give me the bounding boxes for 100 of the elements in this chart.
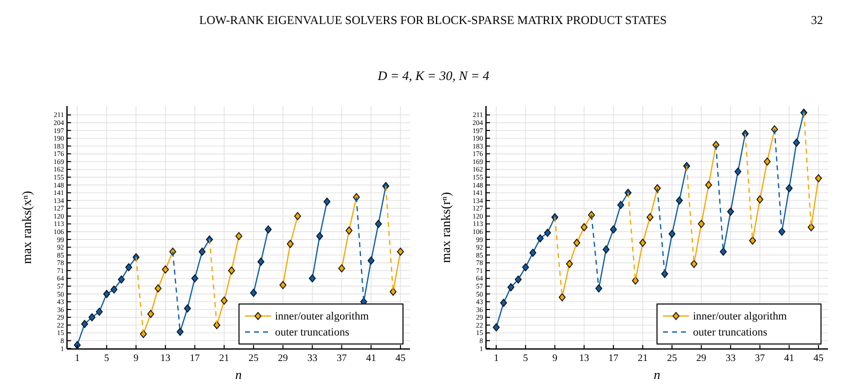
x-tick-label: 41 (784, 353, 794, 364)
point (500, 298, 508, 307)
point (162, 265, 169, 274)
point (250, 288, 258, 297)
point (374, 220, 382, 228)
x-tick-label: 1 (74, 353, 80, 364)
x-tick-label: 29 (278, 353, 288, 364)
x-tick-label: 13 (160, 353, 170, 364)
point (786, 184, 793, 192)
x-tick-label: 41 (366, 353, 376, 364)
point (198, 248, 206, 256)
point (668, 230, 676, 238)
point (316, 232, 324, 240)
point (514, 275, 522, 284)
point (118, 275, 125, 284)
point (676, 196, 683, 205)
point (580, 223, 588, 232)
point (808, 223, 815, 232)
point (103, 290, 110, 298)
point (727, 208, 734, 216)
point (698, 220, 705, 228)
point (610, 225, 617, 234)
point (279, 281, 286, 290)
point (338, 264, 346, 272)
point (74, 341, 81, 350)
x-tick-label: 1 (494, 353, 499, 364)
legend-label: outer truncations (693, 326, 768, 339)
point (690, 260, 698, 268)
point (286, 240, 294, 248)
point (639, 238, 646, 247)
point (558, 293, 566, 302)
point (617, 200, 624, 210)
point (764, 158, 771, 166)
point (705, 180, 712, 190)
point (720, 248, 727, 256)
x-tick-label: 45 (395, 353, 406, 364)
point (492, 323, 500, 332)
x-tick-label: 37 (754, 353, 765, 364)
point (147, 310, 154, 318)
point (646, 213, 654, 222)
point (368, 256, 375, 265)
x-tick-label: 5 (523, 353, 528, 364)
point (110, 285, 118, 294)
x-tick-label: 37 (336, 353, 347, 364)
point (176, 328, 184, 336)
point (536, 234, 544, 242)
point (815, 174, 822, 182)
point (324, 198, 330, 206)
x-tick-label: 5 (104, 353, 110, 364)
point (264, 225, 272, 234)
x-axis-title: n (654, 367, 660, 382)
y-axis-title: max ranks(xⁿ) (19, 190, 34, 264)
point (346, 226, 352, 235)
point (595, 284, 602, 292)
x-tick-label: 33 (726, 353, 736, 364)
x-tick-label: 29 (696, 353, 706, 364)
point (184, 304, 191, 312)
point (96, 308, 103, 316)
point (632, 276, 639, 285)
point (507, 283, 514, 292)
point (235, 232, 242, 240)
point (125, 263, 132, 272)
point (734, 168, 742, 176)
point (154, 284, 162, 292)
x-tick-label: 17 (608, 353, 618, 364)
point (390, 288, 397, 296)
x-tick-label: 45 (813, 353, 824, 364)
x-axis-title: n (235, 367, 242, 382)
legend-label: inner/outer algorithm (275, 310, 370, 323)
x-tick-label: 9 (134, 353, 139, 364)
legend-label: inner/outer algorithm (693, 310, 788, 323)
x-tick-label: 9 (552, 353, 558, 364)
point (756, 195, 764, 204)
y-axis-title: max ranks(rⁿ) (438, 192, 453, 263)
point (566, 260, 573, 268)
x-tick-label: 13 (579, 353, 590, 364)
point (88, 313, 96, 322)
point (397, 248, 404, 256)
point (228, 266, 235, 275)
point (749, 236, 756, 245)
point (308, 274, 316, 282)
x-tick-label: 33 (307, 353, 318, 364)
point (793, 138, 800, 147)
point (257, 258, 264, 266)
x-tick-label: 17 (190, 353, 200, 364)
point (191, 274, 198, 282)
text: 32 (811, 13, 823, 27)
legend-label: outer truncations (275, 326, 350, 339)
point (529, 248, 536, 257)
point (522, 263, 529, 272)
point (544, 228, 551, 237)
x-tick-label: 25 (248, 353, 259, 364)
point (81, 320, 88, 328)
x-tick-label: 21 (638, 353, 648, 364)
point (220, 296, 228, 305)
text: LOW-RANK EIGENVALUE SOLVERS FOR BLOCK-SPARSE MATRIX PRODUCT STATES (199, 13, 667, 27)
chart-title: D = 4, K = 30, N = 4 (376, 68, 490, 83)
point (573, 238, 580, 247)
point (294, 212, 302, 220)
x-tick-label: 25 (667, 353, 678, 364)
